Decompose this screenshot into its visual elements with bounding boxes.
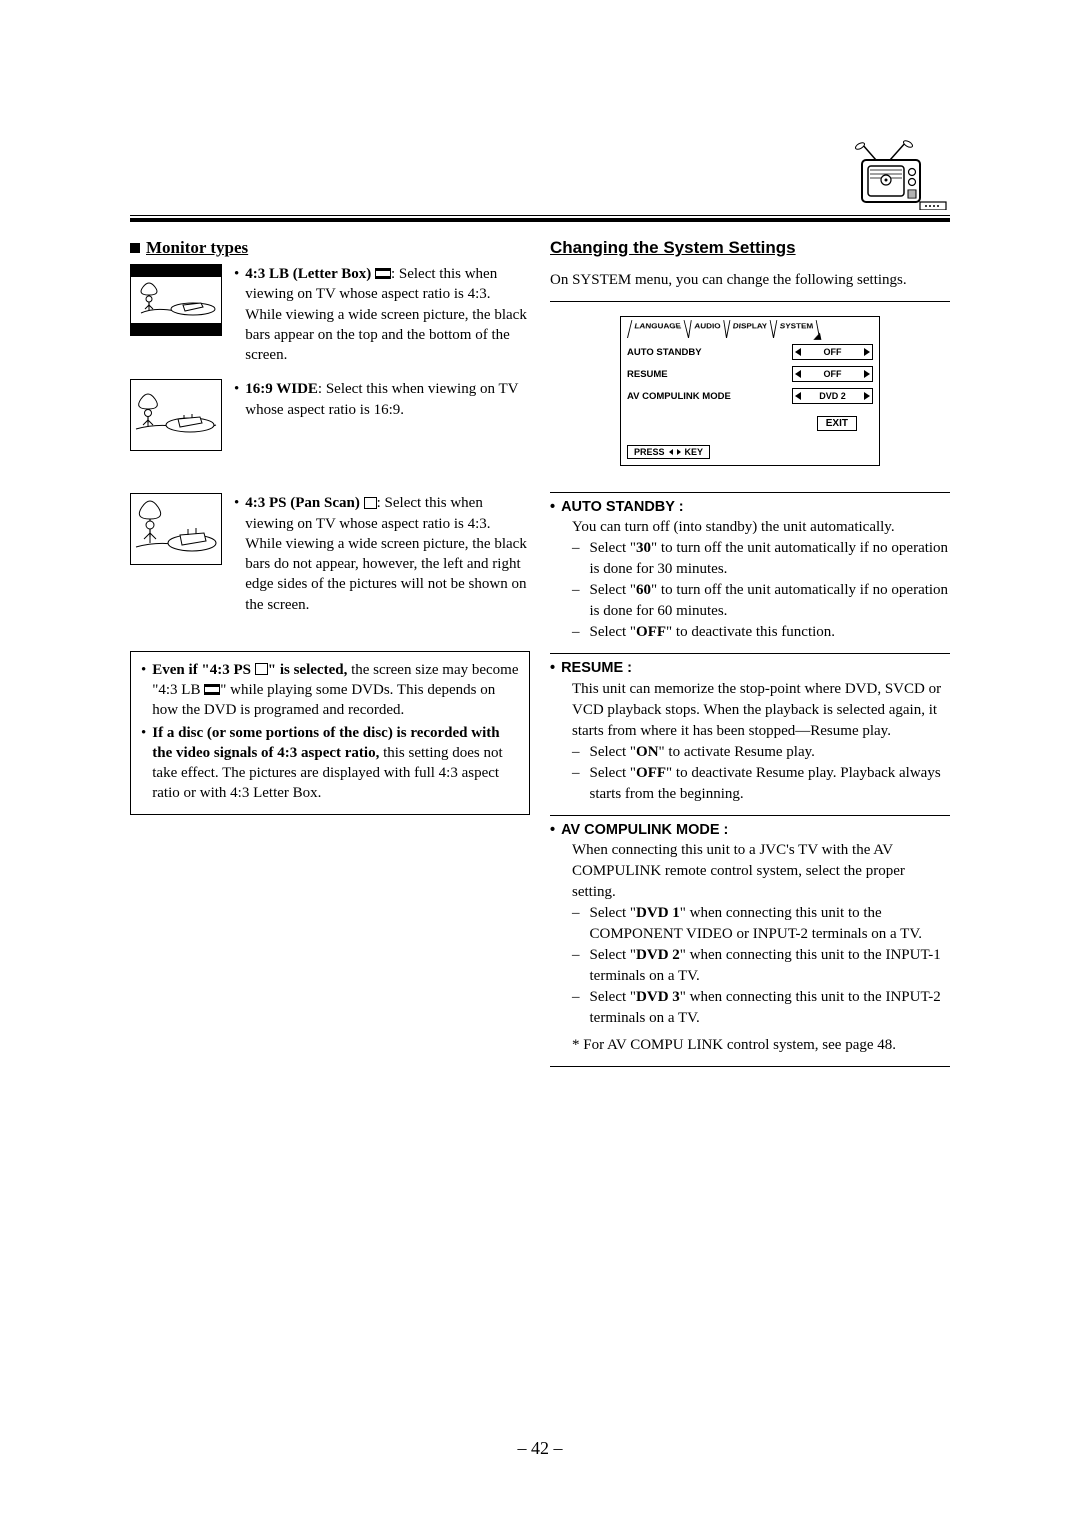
label-169: 16:9 WIDE (245, 381, 318, 397)
monitor-type-43lb: • 4:3 LB (Letter Box) : Select this when… (130, 264, 530, 365)
system-intro: On SYSTEM menu, you can change the follo… (550, 272, 950, 289)
triangle-left-icon (669, 449, 673, 455)
tab-system: SYSTEM (773, 320, 820, 338)
tab-display: DISPLAY (726, 320, 774, 338)
tab-language: LANGUAGE (627, 320, 689, 338)
system-settings-heading: Changing the System Settings (550, 238, 950, 258)
tab-audio: AUDIO (688, 320, 727, 338)
right-column: Changing the System Settings On SYSTEM m… (550, 238, 950, 1067)
notes-box: • Even if "4:3 PS " is selected, the scr… (130, 651, 530, 815)
setting-compulink: •AV COMPULINK MODE : When connecting thi… (550, 820, 950, 1067)
menu-press-key: PRESS KEY (627, 445, 710, 459)
menu-row-resume: RESUME OFF (627, 366, 873, 382)
content-columns: Monitor types (130, 238, 950, 1067)
monitor-types-heading: Monitor types (130, 238, 530, 258)
thumb-169-icon (130, 379, 222, 451)
menu-row-compulink: AV COMPULINK MODE DVD 2 (627, 388, 873, 404)
menu-row-auto-standby: AUTO STANDBY OFF (627, 344, 873, 360)
letterbox-icon (375, 268, 391, 279)
triangle-left-icon (795, 392, 801, 400)
triangle-right-icon (864, 348, 870, 356)
setting-auto-standby: •AUTO STANDBY : You can turn off (into s… (550, 497, 950, 654)
triangle-right-icon (864, 370, 870, 378)
menu-exit: EXIT (817, 416, 857, 431)
label-43lb: 4:3 LB (Letter Box) (245, 266, 371, 282)
triangle-left-icon (795, 370, 801, 378)
tv-cartoon-icon (810, 140, 950, 210)
setting-resume: •RESUME : This unit can memorize the sto… (550, 658, 950, 815)
left-column: Monitor types (130, 238, 530, 1067)
triangle-right-icon (864, 392, 870, 400)
menu-tabs: LANGUAGE AUDIO DISPLAY SYSTEM (627, 316, 873, 338)
header-rule (130, 215, 950, 222)
monitor-type-169: • 16:9 WIDE: Select this when viewing on… (130, 379, 530, 451)
label-43ps: 4:3 PS (Pan Scan) (245, 495, 360, 511)
system-menu-box: LANGUAGE AUDIO DISPLAY SYSTEM AUTO STAND… (620, 316, 880, 466)
panscan-icon (364, 497, 377, 509)
page: Monitor types (0, 0, 1080, 1529)
triangle-left-icon (795, 348, 801, 356)
page-number: – 42 – (0, 1438, 1080, 1459)
letterbox-icon (204, 684, 220, 695)
thumb-43lb-icon (130, 264, 222, 336)
triangle-right-icon (677, 449, 681, 455)
panscan-icon (255, 663, 268, 675)
monitor-type-43ps: • 4:3 PS (Pan Scan) : Select this when v… (130, 493, 530, 615)
thumb-43ps-icon (130, 493, 222, 565)
